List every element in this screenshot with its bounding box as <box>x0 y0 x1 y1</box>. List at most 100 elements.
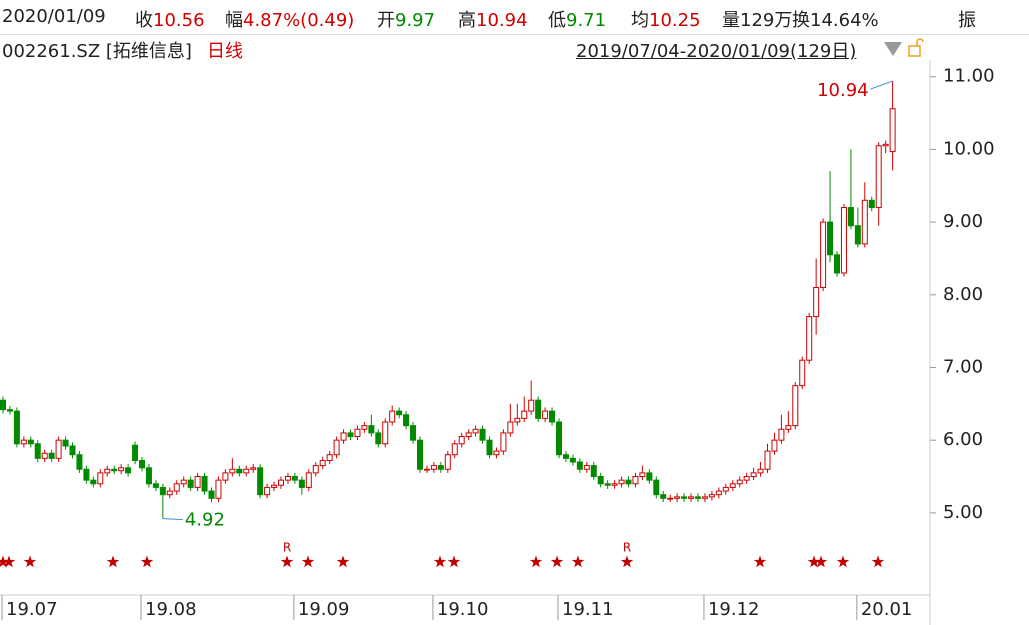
quote-item: 量129万 <box>722 6 792 32</box>
candle-body <box>861 199 868 245</box>
candle-body <box>590 465 597 478</box>
x-tick-label: 19.07 <box>6 599 58 620</box>
candle-body <box>771 439 778 452</box>
candle-body <box>667 497 674 500</box>
candle-body <box>479 428 486 441</box>
candle-body <box>653 479 660 496</box>
candle-body <box>194 476 201 488</box>
candle-body <box>375 432 382 445</box>
signal-star <box>871 555 885 568</box>
signal-star <box>280 555 294 568</box>
candle-body <box>875 145 882 209</box>
candle-body <box>660 494 667 499</box>
header-bar: 002261.SZ [拓维信息] 日线 2019/07/04-2020/01/0… <box>0 35 1029 62</box>
quote-item: 收10.56 <box>135 6 205 32</box>
candle-body <box>62 439 69 447</box>
candle-body <box>430 465 437 470</box>
candle-body <box>472 428 479 434</box>
quote-item: 高10.94 <box>458 6 528 32</box>
candle-body <box>382 421 389 445</box>
quote-label: 换 <box>792 10 810 31</box>
quote-value: 10.94 <box>476 10 528 31</box>
quote-label: 均 <box>631 10 649 31</box>
candle-body <box>764 450 771 470</box>
candle-body <box>145 467 152 485</box>
signal-star <box>106 555 120 568</box>
candle-body <box>750 472 757 478</box>
candle-body <box>785 425 792 430</box>
quote-item: 幅4.87%(0.49) <box>225 6 354 32</box>
candle-body <box>465 432 472 438</box>
candle-body <box>340 432 347 441</box>
candle-body <box>125 467 132 474</box>
candle-body <box>444 454 451 470</box>
signal-star <box>2 555 16 568</box>
candle-body <box>514 417 521 423</box>
candle-body <box>229 468 236 474</box>
quote-label: 开 <box>377 10 395 31</box>
candle-body <box>729 483 736 488</box>
candle-body <box>361 425 368 430</box>
x-tick-label: 20.01 <box>861 599 913 620</box>
candle-body <box>278 479 284 486</box>
y-tick-label: 6.00 <box>943 429 983 450</box>
candle-body <box>757 468 764 474</box>
min-label: 4.92 <box>185 510 225 531</box>
candle-body <box>722 486 729 492</box>
quote-date: 2020/01/09 <box>2 6 106 27</box>
quote-value: 4.87%(0.49) <box>243 10 355 31</box>
dropdown-arrow[interactable] <box>884 42 902 56</box>
quote-value: 129万 <box>740 10 793 31</box>
quote-label: 幅 <box>225 10 243 31</box>
candle-body <box>132 444 139 462</box>
candle-body <box>528 399 535 412</box>
candle-body <box>882 143 889 147</box>
candle-body <box>284 476 291 481</box>
candle-body <box>507 421 514 434</box>
candle-body <box>889 108 896 153</box>
quote-label: 振 <box>958 10 976 31</box>
candle-body <box>611 483 618 486</box>
x-tick-label: 19.10 <box>437 599 489 620</box>
y-tick-label: 10.00 <box>943 138 995 159</box>
y-tick-label: 11.00 <box>943 66 995 87</box>
candle-body <box>13 410 20 445</box>
candle-body <box>347 432 354 438</box>
candle-body <box>639 472 646 478</box>
candle-body <box>854 225 861 245</box>
candle-body <box>556 421 562 456</box>
candle-body <box>396 410 403 416</box>
candle-body <box>6 409 13 412</box>
candle-body <box>118 467 125 472</box>
candle-body <box>410 425 417 441</box>
candle-body <box>215 479 222 499</box>
y-tick-label: 5.00 <box>943 502 983 523</box>
candle-body <box>236 468 243 474</box>
signal-flag: R <box>283 541 291 555</box>
candle-body <box>625 479 632 485</box>
candle-body <box>736 479 743 485</box>
candle-body <box>423 468 430 471</box>
candle-body <box>90 479 97 485</box>
candle-body <box>264 486 271 496</box>
candle-body <box>104 468 111 474</box>
candle-body <box>583 465 590 470</box>
candle-body <box>778 428 785 441</box>
lock-icon[interactable] <box>908 45 921 57</box>
candle-body <box>688 496 695 499</box>
candle-body <box>208 490 215 499</box>
symbol: 002261.SZ [拓维信息] <box>2 41 192 62</box>
candle-body <box>799 359 806 387</box>
x-tick-label: 19.12 <box>708 599 760 620</box>
candle-body <box>354 428 361 438</box>
candle-body <box>674 496 681 499</box>
lock-shackle <box>916 38 924 46</box>
candle-body <box>451 443 458 456</box>
candle-body <box>180 479 187 485</box>
quote-bar: 2020/01/09 收10.56 幅4.87%(0.49) 开9.97 高10.94… <box>0 0 1029 35</box>
candle-body <box>493 450 500 456</box>
y-tick-label: 7.00 <box>943 356 983 377</box>
date-range[interactable]: 2019/07/04-2020/01/09(129日) <box>576 41 857 62</box>
candle-body <box>97 472 104 485</box>
